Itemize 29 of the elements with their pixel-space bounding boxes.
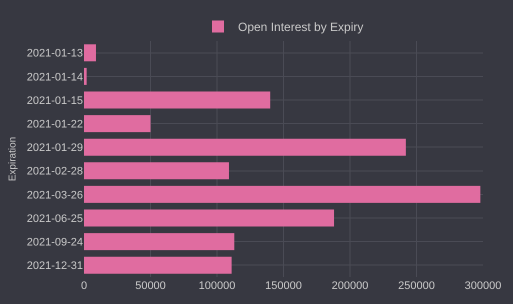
bar (84, 162, 229, 180)
legend-label: Open Interest by Expiry (238, 20, 364, 34)
bar (84, 256, 232, 274)
x-tick-label: 200000 (332, 280, 368, 292)
bar (84, 68, 87, 85)
y-tick-label: 2021-01-13 (26, 48, 83, 60)
x-tick-label: 50000 (135, 280, 166, 292)
bar (84, 233, 234, 250)
y-tick-label: 2021-01-14 (26, 71, 83, 84)
x-tick-label: 300000 (464, 280, 502, 292)
y-tick-label: 2021-09-24 (26, 236, 83, 248)
y-tick-label: 2021-01-22 (26, 118, 83, 130)
y-tick-label: 2021-12-31 (26, 260, 83, 272)
y-tick-label: 2021-01-29 (26, 142, 83, 154)
x-tick-label: 250000 (398, 280, 435, 292)
y-tick-label: 2021-03-26 (26, 189, 83, 202)
bar (84, 44, 96, 62)
bar (84, 115, 150, 132)
bar (84, 210, 334, 226)
bar (84, 138, 406, 156)
y-tick-label: 2021-06-25 (26, 212, 83, 225)
y-tick-label: 2021-02-28 (26, 166, 83, 178)
bar (84, 92, 270, 108)
y-tick-label: 2021-01-15 (26, 94, 83, 107)
y-axis-title: Expiration (8, 136, 19, 182)
x-tick-label: 0 (80, 280, 88, 292)
bar (84, 186, 480, 203)
x-tick-label: 100000 (198, 280, 236, 292)
x-tick-label: 150000 (265, 280, 302, 292)
